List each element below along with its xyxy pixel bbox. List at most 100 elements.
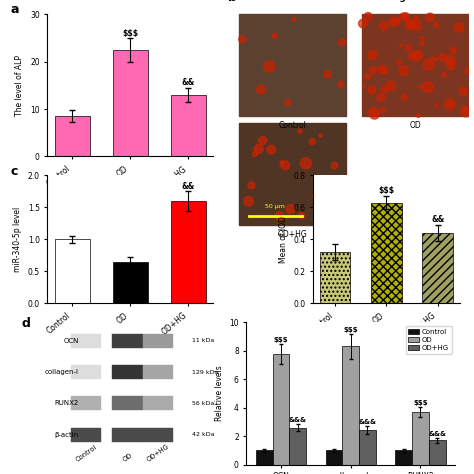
Circle shape [319, 134, 322, 137]
Circle shape [399, 66, 409, 75]
Text: OD: OD [122, 452, 133, 463]
Circle shape [461, 107, 471, 117]
Circle shape [272, 33, 277, 38]
Circle shape [358, 19, 367, 28]
Circle shape [363, 85, 365, 87]
Text: $$$: $$$ [413, 400, 428, 406]
Bar [71, 365, 101, 379]
Text: β-actin: β-actin [55, 432, 79, 438]
Text: OD+HG: OD+HG [278, 230, 308, 239]
Circle shape [309, 138, 315, 145]
Bar [143, 365, 173, 379]
Circle shape [368, 50, 377, 59]
Circle shape [337, 192, 346, 201]
Circle shape [331, 162, 338, 169]
Circle shape [337, 82, 344, 87]
Circle shape [438, 54, 447, 62]
Circle shape [264, 61, 275, 72]
Y-axis label: Mean of IOD: Mean of IOD [279, 216, 288, 263]
Bar [71, 396, 101, 410]
Circle shape [423, 59, 434, 70]
Circle shape [327, 182, 333, 189]
Text: OD+HG: OD+HG [146, 443, 170, 463]
Text: 129 kDa: 129 kDa [192, 370, 219, 374]
Bar [429, 440, 446, 465]
Circle shape [450, 47, 456, 54]
Bar [113, 262, 148, 303]
Text: 42 kDa: 42 kDa [192, 432, 215, 437]
Circle shape [417, 114, 420, 118]
Circle shape [370, 67, 376, 73]
Bar [55, 116, 90, 156]
Bar [359, 430, 376, 465]
Circle shape [397, 61, 401, 65]
Bar [171, 201, 206, 303]
Circle shape [248, 182, 255, 189]
Y-axis label: Relative levels: Relative levels [215, 365, 224, 421]
Circle shape [435, 104, 438, 107]
Bar [371, 202, 402, 303]
Text: Alizarin Red staining: Alizarin Red staining [300, 0, 406, 2]
Bar [326, 450, 342, 465]
Bar [171, 95, 206, 156]
Bar [422, 233, 453, 303]
Circle shape [400, 13, 407, 20]
Bar [71, 428, 101, 442]
Text: Control: Control [74, 444, 98, 463]
Circle shape [254, 145, 263, 154]
Circle shape [341, 192, 346, 198]
Circle shape [414, 16, 419, 20]
Circle shape [420, 41, 424, 46]
Circle shape [409, 52, 417, 60]
Circle shape [285, 100, 291, 106]
Text: a: a [11, 3, 19, 16]
Circle shape [259, 137, 267, 145]
Y-axis label: The level of ALP: The level of ALP [16, 55, 25, 116]
Circle shape [385, 81, 395, 91]
Text: c: c [11, 165, 18, 178]
Bar [143, 396, 173, 410]
Circle shape [299, 213, 305, 219]
Text: &&: && [431, 215, 444, 224]
Bar [71, 334, 101, 348]
Text: OCN: OCN [64, 338, 79, 344]
Circle shape [267, 145, 275, 154]
Circle shape [434, 23, 438, 27]
Circle shape [393, 18, 400, 25]
Text: Control: Control [279, 121, 307, 130]
Circle shape [325, 202, 336, 214]
Text: &&: && [182, 78, 195, 87]
Circle shape [380, 108, 385, 113]
Text: b: b [228, 0, 237, 4]
Bar [113, 50, 148, 156]
Text: $$$: $$$ [274, 337, 288, 343]
Bar [143, 428, 173, 442]
Circle shape [364, 12, 372, 20]
Circle shape [419, 85, 423, 88]
Circle shape [465, 68, 470, 73]
Circle shape [256, 85, 265, 94]
Bar [412, 412, 429, 465]
Circle shape [281, 161, 290, 170]
Circle shape [369, 108, 377, 117]
Circle shape [435, 58, 438, 61]
Circle shape [275, 212, 283, 220]
Text: d: d [21, 317, 30, 329]
Circle shape [286, 205, 295, 213]
Circle shape [444, 99, 456, 110]
Circle shape [402, 13, 410, 20]
Text: $$$: $$$ [122, 28, 138, 37]
Text: &&: && [182, 182, 195, 191]
Circle shape [442, 73, 447, 77]
Circle shape [301, 158, 311, 169]
Text: 11 kDa: 11 kDa [192, 338, 215, 343]
Text: $$$: $$$ [344, 327, 358, 333]
Circle shape [377, 94, 384, 101]
Text: &&&: &&& [289, 417, 307, 423]
Circle shape [406, 45, 412, 51]
Circle shape [253, 152, 257, 156]
Text: OD: OD [410, 121, 422, 130]
Circle shape [406, 19, 416, 29]
Circle shape [292, 18, 296, 21]
Bar [290, 428, 306, 465]
